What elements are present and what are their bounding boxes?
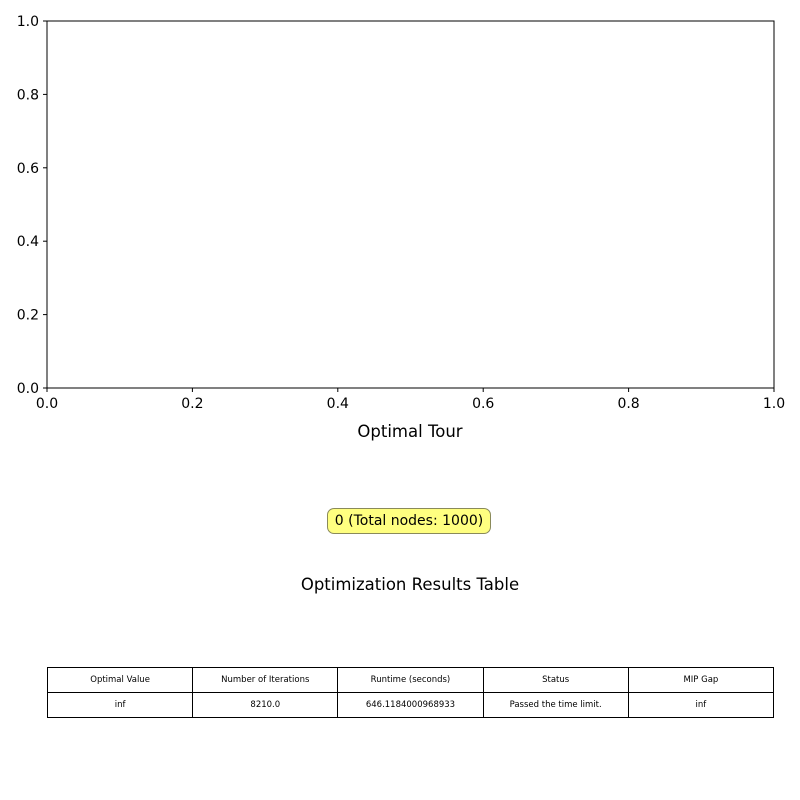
header-status: Status — [482, 667, 629, 693]
y-tick-label: 0.4 — [17, 234, 39, 250]
x-tick-label: 0.0 — [36, 396, 58, 412]
table-title: Optimization Results Table — [300, 575, 520, 594]
plot-frame — [46, 20, 775, 389]
cell-iterations: 8210.0 — [192, 692, 339, 718]
x-tick-label: 0.6 — [472, 396, 494, 412]
y-tick-label: 0.6 — [17, 161, 39, 177]
cell-status: Passed the time limit. — [482, 692, 629, 718]
y-tick-label: 0.8 — [17, 87, 39, 103]
cell-runtime: 646.1184000968933 — [337, 692, 484, 718]
node-count-callout: 0 (Total nodes: 1000) — [327, 508, 491, 534]
header-optimal-value: Optimal Value — [46, 667, 194, 693]
y-tick-label: 0.2 — [17, 308, 39, 324]
table-header-row: Optimal Value Number of Iterations Runti… — [46, 667, 775, 693]
x-tick-label: 0.4 — [327, 396, 349, 412]
results-table: Optimal Value Number of Iterations Runti… — [46, 667, 775, 718]
x-tick-label: 0.2 — [181, 396, 203, 412]
plot-title: Optimal Tour — [357, 422, 463, 441]
x-tick-label: 0.8 — [617, 396, 639, 412]
cell-mip-gap: inf — [627, 692, 775, 718]
cell-optimal-value: inf — [46, 692, 194, 718]
y-tick-label: 0.0 — [17, 381, 39, 397]
header-mip-gap: MIP Gap — [627, 667, 775, 693]
y-axis: 0.0 0.2 0.4 0.6 0.8 1.0 — [17, 14, 47, 397]
table-row: inf 8210.0 646.1184000968933 Passed the … — [46, 692, 775, 718]
header-runtime: Runtime (seconds) — [337, 667, 484, 693]
x-axis: 0.0 0.2 0.4 0.6 0.8 1.0 — [36, 388, 785, 412]
header-iterations: Number of Iterations — [192, 667, 339, 693]
y-tick-label: 1.0 — [17, 14, 39, 30]
x-tick-label: 1.0 — [763, 396, 785, 412]
